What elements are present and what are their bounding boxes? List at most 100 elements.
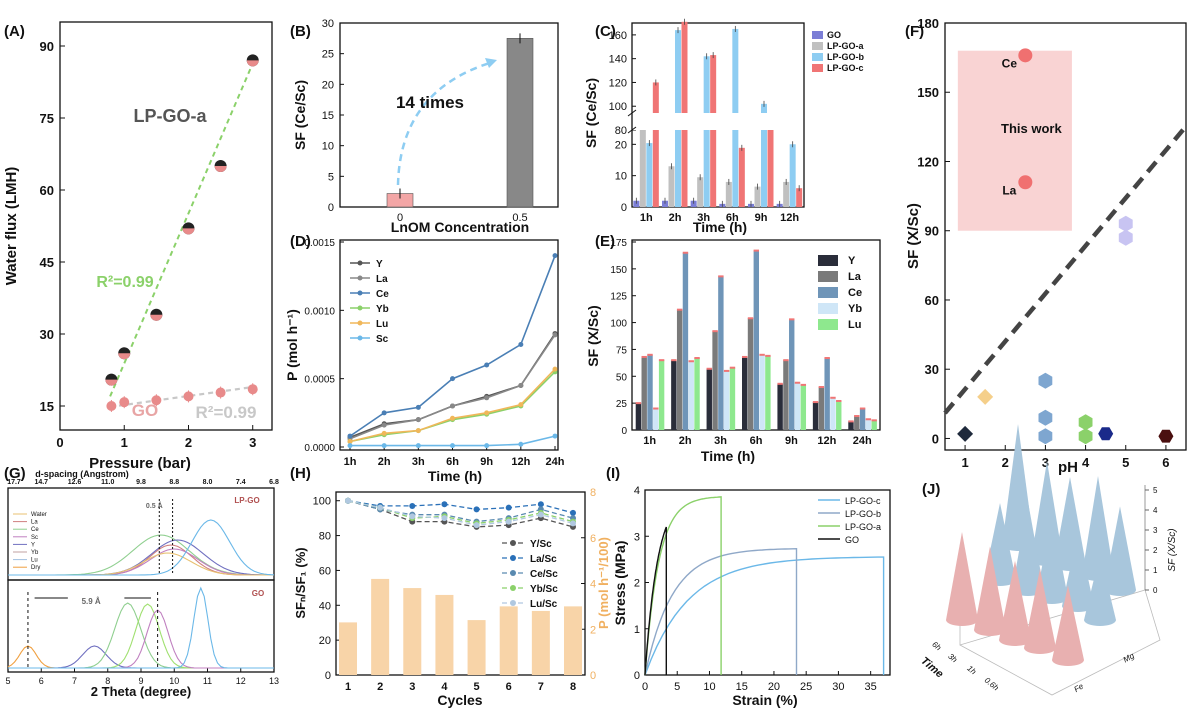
x-tick-label: 3 [1042,455,1049,470]
bar-cap [712,330,718,333]
x-tick-label: 0 [56,435,63,450]
pink-cone [1052,585,1084,666]
top-tick-label: 9.8 [136,479,146,486]
x-tick-label: 12h [817,435,836,447]
legend-label: La [376,274,388,285]
bar-Lu [836,400,842,430]
panel-f-frame [944,22,1187,451]
bar-LP-GO-b [761,103,767,207]
bar [531,610,550,675]
marker-hexagon [1078,414,1093,431]
x-tick-label: 9 [138,676,143,686]
y-tick-label: 0.0005 [304,375,335,386]
x-tick-label: 3h [412,456,425,468]
lp-go-a-point-half [118,353,131,360]
x-tick-label: 1h [643,435,656,447]
point-Lu/Sc [345,497,351,504]
x-tick-label: 4 [441,681,448,693]
y-tick-label: 100 [609,101,627,113]
g-lower-curve [7,645,274,669]
marker-diamond [957,425,974,442]
arrow-curve [396,60,494,186]
legend-label: Y [31,542,35,548]
go-point [119,397,130,408]
top-tick-label: 8.8 [169,479,179,486]
x-axis-label: Time (h) [693,219,747,235]
bar-cap [658,359,665,362]
bar-La [818,387,825,430]
x-tick-label: 1 [961,455,968,470]
legend-label: La [31,520,38,526]
g-lower-curve [8,609,274,669]
panel-label: (A) [4,23,25,40]
y-tick-label: 0.0000 [304,443,335,454]
legend-label: Yb [376,304,389,315]
y-tick-label: 30 [925,362,939,377]
bar-Y [671,360,677,430]
x-tick-label: 9h [755,212,768,224]
x-axis-label: Pressure (bar) [89,455,191,472]
bar-Yb [830,397,836,430]
x-tick-label: 6h [726,212,739,224]
y-tick-label: 60 [40,183,54,198]
panel-label: (I) [606,465,620,482]
break-mark [627,109,637,117]
time-axis-label: Time [918,655,945,681]
bar-LP-GO-c [738,147,745,207]
x-tick-label: 5 [1122,455,1129,470]
pink-cone [999,560,1031,646]
bar-LP-GO-a [639,119,646,207]
x-tick-label: 6 [1162,455,1169,470]
y-tick-label: 15 [322,110,334,122]
legend-marker [510,600,516,606]
curve-LP-GO-c [644,556,885,676]
bar-GO [690,200,697,207]
lp-go-a-point-half [214,166,227,172]
z-tick-label: 2 [1153,546,1158,555]
bar-GO [633,200,640,207]
legend-label: Lu [376,319,388,330]
point-Lu/Sc [441,515,448,522]
blue-cone [1084,554,1116,626]
x-tick-label: 2 [377,681,383,693]
x-tick-label: 12h [511,456,530,468]
y-tick-label: 180 [917,16,939,31]
y-axis-label: SFₙ/SF₁ (%) [293,547,308,618]
blue-cone [1036,514,1068,604]
bar-Ce [718,276,724,430]
bar-LP-GO-c [767,122,774,207]
lp-go-a-r2: R²=0.99 [96,274,153,291]
x-tick-label: 3h [697,212,710,224]
x-tick-label: 5 [5,676,10,686]
panel-label: (J) [922,481,940,498]
bar-cap [783,359,789,362]
legend-label: LP-GO-c [827,63,864,73]
legend-label: LP-GO-b [827,52,864,62]
bar-Lu [729,367,736,430]
bar-cap [812,401,819,404]
bar-LP-GO-a [697,177,704,207]
y-tick-label: 120 [609,77,627,89]
y-tick-label: 90 [40,39,54,54]
y-tick-label: 0 [634,670,640,682]
point-La [484,395,490,401]
y-tick-label: 10 [322,141,334,153]
y-axis-label: Stress (MPa) [612,541,628,626]
legend-marker [510,555,516,561]
legend-label: LP-GO-a [845,522,881,532]
y-axis-label: SF (Ce/Sc) [583,78,599,148]
marker-hexagon [1118,229,1133,246]
legend-marker [510,570,516,576]
panel-label: (H) [290,465,311,482]
z-axis-label: SF (X/Sc) [1167,528,1178,571]
upper-title: LP-GO [234,496,259,505]
legend-swatch [812,31,823,39]
point-Sc [381,443,387,449]
marker-hexagon [1038,372,1053,389]
point-Ce [1018,48,1033,63]
bar-LP-GO-a [783,181,790,207]
top-tick-label: 17.7 [7,479,21,486]
time-tick-label: 1h [965,664,978,677]
panel-g-lower-frame [7,579,275,673]
x-tick-label: 30 [832,681,844,693]
